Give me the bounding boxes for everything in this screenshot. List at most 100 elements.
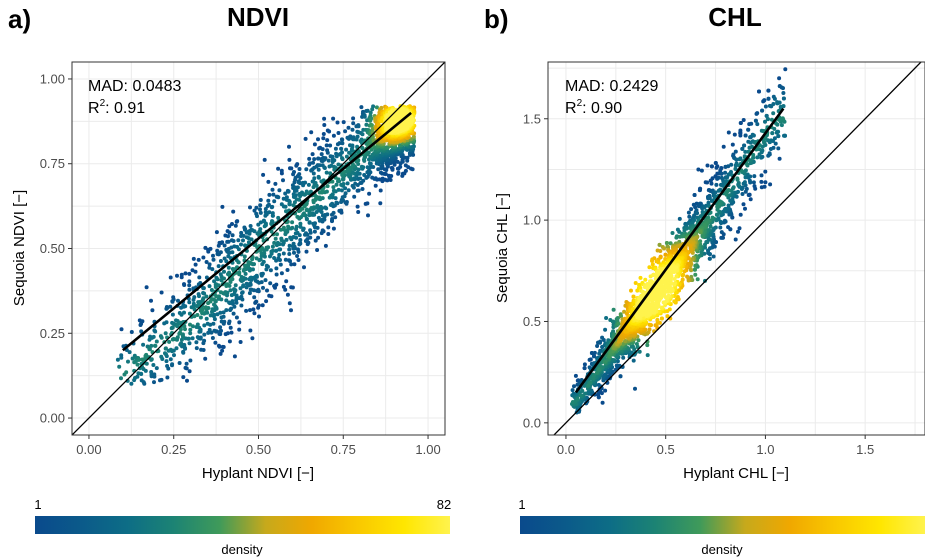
scatter-point — [206, 330, 211, 335]
scatter-point — [650, 258, 654, 263]
scatter-point — [719, 171, 724, 176]
scatter-point — [580, 388, 585, 393]
scatter-point — [360, 132, 365, 137]
scatter-point — [354, 137, 359, 142]
scatter-point — [218, 259, 223, 263]
scatter-point — [779, 123, 784, 128]
scatter-point — [710, 240, 715, 245]
scatter-point — [765, 117, 770, 122]
scatter-point — [699, 250, 704, 255]
scatter-point — [776, 129, 781, 134]
scatter-point — [119, 327, 124, 332]
scatter-point — [331, 210, 336, 215]
scatter-point — [164, 320, 169, 325]
scatter-point — [287, 258, 291, 263]
scatter-point — [227, 230, 232, 235]
scatter-point — [656, 260, 661, 265]
scatter-point — [633, 386, 637, 391]
scatter-point — [717, 201, 722, 206]
scatter-point — [695, 277, 700, 282]
scatter-point — [274, 272, 279, 277]
scatter-point — [697, 188, 702, 193]
scatter-point — [383, 172, 388, 176]
scatter-point — [188, 322, 192, 327]
scatter-point — [167, 339, 172, 344]
scatter-point — [743, 206, 747, 211]
scatter-point — [197, 275, 202, 280]
scatter-point — [150, 308, 155, 313]
scatter-point — [277, 247, 282, 252]
scatter-point — [291, 235, 296, 239]
scatter-point — [647, 327, 652, 332]
scatter-point — [214, 294, 219, 299]
scatter-point — [703, 180, 708, 185]
scatter-point — [688, 259, 693, 264]
scatter-point — [378, 201, 383, 206]
scatter-point — [336, 187, 341, 192]
scatter-point — [215, 248, 220, 253]
scatter-point — [403, 168, 408, 173]
scatter-point — [258, 220, 263, 225]
scatter-point — [647, 265, 652, 270]
scatter-point — [351, 162, 355, 167]
scatter-point — [647, 322, 652, 327]
scatter-point — [776, 146, 781, 151]
scatter-point — [365, 165, 370, 170]
scatter-point — [170, 325, 175, 330]
scatter-point — [276, 215, 281, 220]
scatter-point — [178, 327, 183, 332]
scatter-point — [226, 265, 231, 270]
scatter-point — [224, 308, 229, 313]
scatter-point — [618, 314, 623, 319]
scatter-point — [329, 193, 334, 198]
scatter-point — [369, 116, 374, 121]
scatter-point — [227, 339, 232, 344]
scatter-point — [315, 203, 320, 208]
scatter-point — [277, 188, 282, 193]
scatter-point — [192, 314, 197, 319]
scatter-point — [188, 327, 193, 332]
scatter-point — [326, 158, 331, 163]
scatter-point — [714, 212, 719, 217]
panel-a-r2: R2: 0.91 — [88, 98, 145, 117]
scatter-point — [198, 315, 203, 320]
scatter-point — [592, 350, 597, 355]
scatter-point — [631, 358, 636, 363]
scatter-point — [256, 222, 261, 227]
scatter-point — [137, 357, 141, 362]
scatter-point — [126, 359, 130, 364]
scatter-point — [235, 219, 240, 224]
scatter-point — [634, 342, 639, 346]
panel-a-axes: 0.00 0.25 0.50 0.75 1.000.000.250.500.751.00 — [40, 71, 441, 457]
scatter-point — [603, 327, 608, 332]
scatter-point — [333, 215, 338, 220]
scatter-point — [330, 160, 335, 164]
scatter-point — [221, 345, 226, 349]
scatter-point — [371, 165, 376, 169]
scatter-point — [153, 343, 158, 348]
panel-b-mad: MAD: 0.2429 — [565, 78, 658, 95]
scatter-point — [117, 364, 122, 369]
scatter-point — [254, 299, 259, 304]
scatter-point — [201, 255, 206, 260]
scatter-point — [316, 137, 320, 142]
scatter-point — [604, 316, 609, 320]
scatter-point — [693, 263, 698, 268]
scatter-point — [351, 116, 356, 121]
scatter-point — [655, 320, 660, 325]
scatter-point — [152, 380, 156, 385]
scatter-point — [405, 158, 410, 163]
scatter-point — [626, 325, 631, 330]
scatter-point — [203, 356, 208, 361]
scatter-point — [692, 267, 697, 272]
scatter-point — [719, 230, 724, 235]
scatter-point — [311, 185, 316, 190]
scatter-point — [195, 322, 200, 327]
scatter-point — [658, 249, 663, 253]
scatter-point — [290, 220, 295, 225]
scatter-point — [311, 198, 316, 203]
scatter-point — [127, 350, 132, 355]
scatter-point — [767, 151, 772, 156]
scatter-point — [281, 196, 286, 201]
scatter-point — [657, 242, 662, 247]
